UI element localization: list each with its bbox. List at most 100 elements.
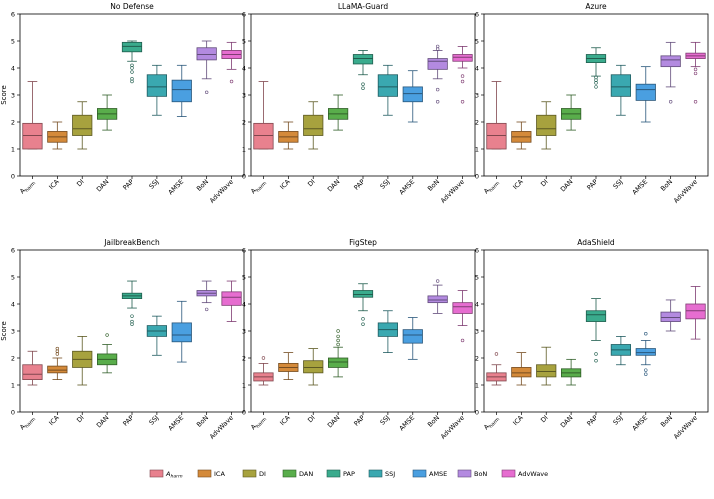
box-iqr	[328, 357, 349, 368]
x-tick-label: BoN	[659, 414, 674, 429]
legend-swatch	[282, 469, 297, 478]
outlier-point	[204, 90, 209, 95]
outlier-point	[435, 44, 440, 49]
box-dan	[97, 333, 118, 374]
box-pap	[585, 47, 607, 89]
box-iqr	[610, 74, 631, 97]
outlier-point	[435, 100, 440, 104]
y-tick-label: 6	[11, 246, 15, 254]
box-a-harm	[22, 81, 43, 150]
box-dan	[97, 94, 118, 131]
box-advwave	[221, 41, 242, 84]
outlier-point	[130, 322, 134, 326]
y-tick-label: 4	[11, 64, 15, 72]
outlier-point	[130, 66, 134, 70]
legend-swatch	[242, 469, 257, 478]
panel-jailbreakbench: JailbreakBench 0 1 2 3 4 5 6 Score Aharm ICA DI DAN P…	[0, 238, 245, 441]
legend-swatch	[501, 469, 516, 478]
x-tick-label: BoN	[426, 414, 441, 429]
box-iqr	[22, 122, 43, 150]
y-tick-label: 2	[11, 354, 15, 362]
outlier-point	[644, 368, 648, 372]
box-iqr	[452, 54, 473, 62]
box-iqr	[146, 74, 167, 97]
outlier-point	[494, 352, 499, 356]
panel-llama-guard: LLaMA-Guard 0 1 2 3 4 5 6 Aharm ICA DI DAN PAP SSJ AMS…	[242, 2, 476, 205]
y-tick-label: 6	[475, 10, 479, 18]
panel-frame	[19, 13, 245, 177]
legend-item-a-harm: Aharm	[149, 469, 183, 480]
box-iqr	[660, 55, 681, 68]
x-tick-label: DAN	[326, 178, 342, 194]
outlier-point	[435, 87, 440, 92]
x-tick-label: Aharm	[249, 414, 268, 433]
y-tick-label: 2	[242, 354, 246, 362]
x-tick-label: DI	[539, 414, 550, 425]
box-iqr	[171, 79, 192, 103]
outlier-point	[361, 317, 365, 321]
outlier-point	[460, 338, 465, 343]
outlier-point	[693, 100, 698, 104]
y-tick-label: 1	[11, 381, 15, 389]
legend-swatch	[149, 469, 164, 478]
panel-title: LLaMA-Guard	[338, 2, 388, 11]
y-tick-label: 5	[475, 37, 479, 45]
outlier-point	[693, 67, 698, 72]
box-di	[536, 101, 557, 150]
panel-frame	[250, 13, 476, 177]
box-pap	[121, 40, 143, 84]
y-tick-label: 3	[475, 327, 479, 335]
x-tick-label: ICA	[278, 177, 292, 191]
outlier-point	[435, 279, 440, 283]
outlier-point	[460, 100, 465, 104]
box-iqr	[585, 310, 607, 322]
box-amse	[402, 70, 423, 123]
outlier-point	[460, 74, 465, 78]
y-tick-label: 5	[11, 37, 15, 45]
x-tick-label: DI	[306, 414, 317, 425]
x-tick-label: Aharm	[249, 178, 268, 197]
x-tick-label: SSJ	[378, 414, 391, 427]
box-pap	[585, 298, 607, 363]
box-ica	[278, 352, 299, 381]
x-tick-label: ICA	[511, 177, 525, 191]
box-iqr	[635, 348, 656, 356]
box-iqr	[402, 86, 423, 103]
y-tick-label: 0	[242, 408, 246, 416]
box-ssj	[377, 310, 398, 354]
box-amse	[635, 66, 656, 123]
y-tick-label: 3	[242, 91, 246, 99]
legend-item-amse: AMSE	[412, 469, 447, 478]
box-amse	[171, 300, 192, 363]
outlier-point	[229, 79, 234, 84]
box-iqr	[352, 54, 374, 65]
box-iqr	[22, 364, 43, 381]
box-a-harm	[22, 350, 43, 386]
outlier-point	[644, 332, 648, 336]
legend-item-dan: DAN	[282, 469, 313, 478]
x-tick-label: AdvWave	[439, 414, 466, 441]
legend-swatch	[197, 469, 212, 478]
box-di	[72, 335, 93, 386]
x-tick-label: PAP	[352, 414, 366, 428]
x-tick-label: AMSE	[167, 178, 186, 197]
legend-swatch	[412, 469, 427, 478]
box-iqr	[196, 47, 217, 61]
outlier-point	[594, 352, 598, 356]
legend-label: Aharm	[165, 470, 183, 480]
box-advwave	[452, 46, 473, 104]
x-tick-label: PAP	[121, 414, 135, 428]
x-tick-label: BoN	[195, 178, 210, 193]
x-tick-label: AMSE	[398, 178, 417, 197]
box-ssj	[377, 64, 398, 116]
x-tick-label: DAN	[95, 414, 111, 430]
x-tick-label: DI	[75, 414, 86, 425]
outlier-point	[361, 86, 365, 90]
y-tick-label: 0	[11, 172, 15, 180]
y-tick-label: 6	[242, 246, 246, 254]
outlier-point	[594, 78, 598, 82]
box-iqr	[536, 364, 557, 378]
x-tick-label: Aharm	[18, 178, 37, 197]
box-dan	[328, 329, 349, 378]
x-tick-label: BoN	[195, 414, 210, 429]
